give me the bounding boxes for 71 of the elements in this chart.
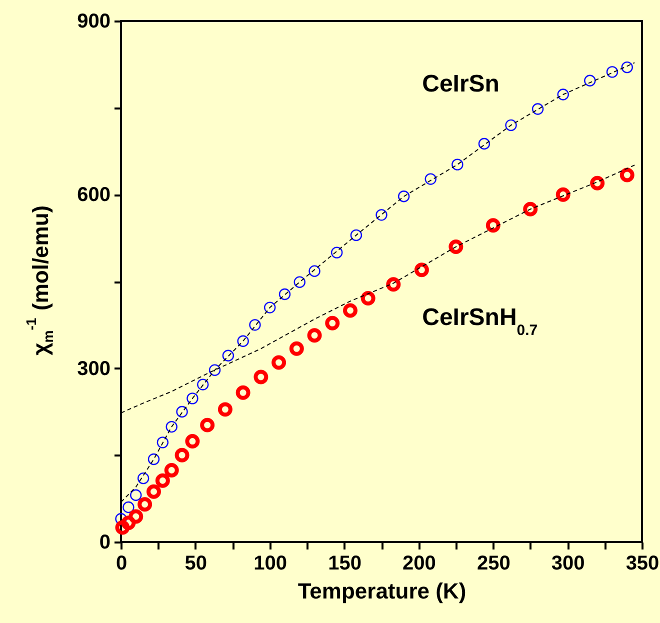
point bbox=[121, 516, 136, 530]
point bbox=[222, 350, 234, 362]
x-tick-label: 200 bbox=[402, 552, 436, 574]
point bbox=[155, 473, 170, 488]
point bbox=[138, 497, 152, 512]
point bbox=[278, 288, 291, 300]
point bbox=[606, 66, 618, 78]
y-tick-label: 0 bbox=[99, 532, 110, 554]
y-tick-label: 600 bbox=[77, 184, 110, 206]
point bbox=[174, 448, 190, 462]
point bbox=[523, 202, 538, 216]
x-tick-label: 150 bbox=[328, 552, 362, 574]
point bbox=[325, 316, 340, 330]
point bbox=[186, 392, 198, 404]
point bbox=[218, 402, 232, 417]
point bbox=[620, 168, 634, 182]
point bbox=[128, 509, 144, 524]
point bbox=[166, 420, 178, 433]
point bbox=[505, 119, 517, 132]
x-tick-label: 50 bbox=[184, 552, 208, 574]
y-tick-label: 300 bbox=[77, 358, 110, 380]
point bbox=[532, 103, 544, 115]
point bbox=[185, 434, 200, 449]
point bbox=[289, 341, 304, 356]
point bbox=[424, 173, 436, 185]
point bbox=[414, 262, 429, 278]
point bbox=[386, 277, 401, 292]
x-tick-label: 350 bbox=[626, 552, 660, 574]
point bbox=[452, 158, 464, 170]
x-tick-label: 250 bbox=[476, 552, 510, 574]
point bbox=[197, 378, 209, 390]
point bbox=[584, 74, 596, 86]
point bbox=[237, 335, 249, 347]
point bbox=[130, 489, 142, 501]
point bbox=[478, 138, 490, 150]
point bbox=[148, 453, 160, 466]
point bbox=[621, 61, 633, 74]
series-label: CeIrSn bbox=[422, 70, 500, 98]
point bbox=[264, 302, 276, 314]
point bbox=[208, 364, 221, 376]
point bbox=[448, 240, 464, 254]
point bbox=[398, 190, 410, 202]
point bbox=[137, 472, 150, 484]
x-axis-title: Temperature (K) bbox=[298, 578, 466, 604]
point bbox=[342, 303, 358, 318]
y-axis-title: χm-1 (mol/emu) bbox=[23, 205, 56, 356]
point bbox=[236, 385, 250, 400]
point bbox=[176, 406, 188, 418]
point bbox=[249, 319, 261, 331]
point bbox=[486, 218, 500, 233]
point bbox=[331, 246, 343, 258]
point bbox=[146, 484, 161, 499]
point bbox=[156, 436, 169, 448]
point bbox=[254, 370, 268, 384]
point bbox=[376, 209, 388, 221]
x-tick-label: 300 bbox=[551, 552, 585, 574]
point bbox=[122, 501, 134, 514]
point bbox=[164, 462, 179, 478]
point bbox=[350, 229, 362, 242]
point bbox=[200, 418, 215, 432]
point bbox=[294, 276, 306, 288]
point bbox=[556, 187, 570, 202]
x-tick-label: 0 bbox=[116, 552, 128, 574]
point bbox=[307, 328, 322, 343]
x-tick-label: 100 bbox=[254, 552, 288, 574]
point bbox=[590, 176, 605, 190]
point bbox=[308, 265, 320, 277]
y-tick-label: 900 bbox=[77, 10, 110, 32]
point bbox=[557, 88, 569, 100]
point bbox=[272, 355, 286, 370]
point bbox=[115, 520, 130, 535]
